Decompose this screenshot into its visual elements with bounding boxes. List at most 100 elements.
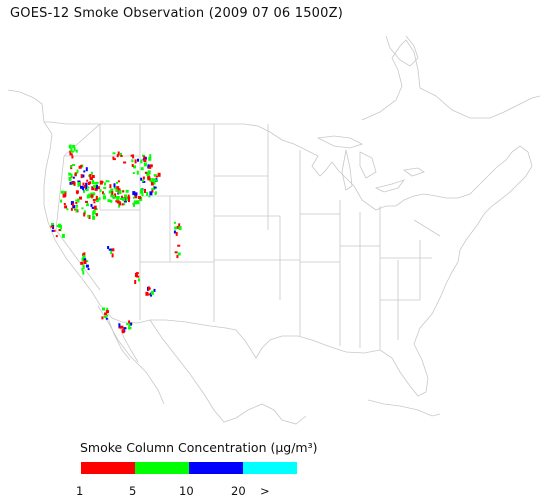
smoke-pixel <box>143 155 146 159</box>
smoke-pixel <box>128 323 131 328</box>
smoke-pixel <box>98 197 101 201</box>
smoke-pixel <box>74 172 77 177</box>
legend-tick: 5 <box>129 484 137 498</box>
smoke-pixel <box>148 293 151 296</box>
state-lines <box>55 123 441 350</box>
smoke-pixel <box>134 194 138 199</box>
smoke-pixel <box>58 223 61 228</box>
smoke-pixel <box>87 186 90 189</box>
mexico <box>97 305 307 425</box>
smoke-pixel <box>51 222 54 227</box>
smoke-pixel <box>140 167 144 171</box>
smoke-pixel <box>92 210 96 215</box>
smoke-pixel <box>64 192 67 197</box>
map-title: GOES-12 Smoke Observation (2009 07 06 15… <box>10 6 343 21</box>
smoke-pixel <box>155 175 158 178</box>
smoke-pixel <box>151 188 154 193</box>
smoke-pixel <box>83 212 86 217</box>
smoke-pixel <box>89 177 92 180</box>
smoke-pixel <box>105 317 108 320</box>
smoke-pixel <box>110 251 113 254</box>
smoke-pixel <box>87 268 90 271</box>
smoke-pixel <box>101 316 104 320</box>
smoke-pixel <box>75 190 79 194</box>
smoke-pixel <box>147 176 150 181</box>
smoke-pixel <box>107 199 111 203</box>
legend-tick: 1 <box>76 484 84 498</box>
smoke-pixel <box>133 200 137 205</box>
legend-tick: 20 <box>231 484 246 498</box>
smoke-pixel <box>56 225 59 227</box>
smoke-pixel <box>93 192 96 196</box>
smoke-pixel <box>71 181 75 184</box>
smoke-pixel <box>83 252 86 256</box>
smoke-pixel <box>99 180 103 185</box>
smoke-pixel <box>115 189 119 192</box>
smoke-pixel <box>122 190 125 193</box>
smoke-pixel <box>142 154 145 157</box>
legend-swatch-very-high <box>243 462 297 474</box>
smoke-pixel <box>147 164 150 167</box>
smoke-pixel <box>71 150 74 153</box>
smoke-pixel <box>178 226 182 231</box>
smoke-pixel <box>176 225 179 229</box>
smoke-pixel <box>153 186 157 189</box>
smoke-pixel <box>71 155 74 159</box>
smoke-pixel <box>60 224 62 229</box>
smoke-pixel <box>90 171 93 175</box>
smoke-pixel <box>118 203 121 208</box>
smoke-pixel <box>83 260 87 264</box>
smoke-pixel <box>80 164 83 167</box>
smoke-pixel <box>150 290 154 295</box>
smoke-pixel <box>93 201 96 204</box>
smoke-pixel <box>156 179 158 182</box>
smoke-pixel <box>120 325 124 329</box>
smoke-pixel <box>138 196 141 200</box>
smoke-pixel <box>86 260 89 263</box>
legend-label: Smoke Column Concentration (μg/m³) <box>80 440 318 455</box>
smoke-pixel <box>82 186 85 191</box>
smoke-pixel <box>132 172 135 174</box>
smoke-pixel <box>120 155 123 157</box>
smoke-pixel <box>116 181 118 184</box>
smoke-pixel <box>153 181 156 185</box>
great-lake-superior <box>316 135 364 149</box>
smoke-pixel <box>119 197 122 200</box>
smoke-pixel <box>123 327 127 330</box>
smoke-pixel <box>128 326 132 329</box>
smoke-pixel <box>144 171 147 174</box>
smoke-pixel <box>85 200 88 203</box>
smoke-pixel <box>107 246 110 249</box>
smoke-pixel <box>111 253 114 258</box>
smoke-pixel <box>148 166 152 169</box>
smoke-pixel <box>130 322 132 326</box>
smoke-pixel <box>176 255 179 259</box>
smoke-pixel <box>154 191 157 195</box>
smoke-pixel <box>69 150 72 153</box>
smoke-pixel <box>64 194 67 197</box>
smoke-pixel <box>72 203 75 207</box>
smoke-pixel <box>53 229 56 232</box>
smoke-pixel <box>142 180 146 183</box>
great-lake-huron <box>359 151 377 179</box>
smoke-pixel <box>111 248 115 252</box>
great-lake-erie <box>374 179 406 193</box>
smoke-pixel <box>72 164 75 166</box>
smoke-pixel <box>119 201 122 206</box>
smoke-pixel <box>72 205 76 208</box>
smoke-pixel <box>58 229 61 231</box>
smoke-pixel <box>70 201 74 206</box>
smoke-pixel <box>145 291 149 296</box>
smoke-pixel <box>140 159 143 164</box>
hudson <box>385 35 419 67</box>
smoke-pixel <box>92 211 95 216</box>
smoke-pixel <box>140 177 143 181</box>
smoke-pixel <box>70 207 73 211</box>
smoke-pixel <box>99 189 102 193</box>
smoke-pixel <box>62 193 66 198</box>
smoke-pixel <box>50 225 54 228</box>
smoke-pixel <box>123 161 127 164</box>
smoke-pixel <box>134 192 138 196</box>
smoke-pixel <box>135 273 138 276</box>
